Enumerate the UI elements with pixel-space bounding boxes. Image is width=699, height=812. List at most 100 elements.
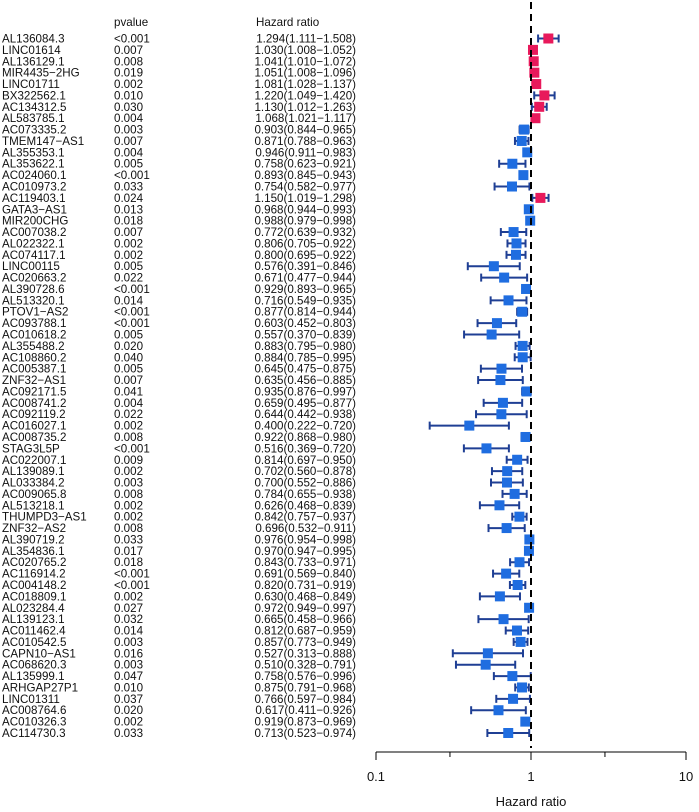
forest-row: AC004148.2 <0.001 0.820(0.731−0.919) — [2, 579, 527, 592]
pvalue-label: 0.002 — [114, 249, 143, 262]
hr-point — [521, 283, 532, 294]
gene-label: MIR4435−2HG — [2, 67, 80, 80]
hazard-ratio-label: 0.843(0.733−0.971) — [254, 556, 356, 569]
gene-label: AC022007.1 — [2, 454, 66, 467]
forest-row: AL513320.1 0.014 0.716(0.549−0.935) — [2, 294, 528, 307]
forest-row: BX322562.1 0.010 1.220(1.049−1.420) — [2, 89, 556, 102]
pvalue-label: 0.037 — [114, 693, 143, 706]
hr-point — [527, 44, 538, 55]
hr-point — [491, 318, 502, 329]
hazard-ratio-label: 0.929(0.893−0.965) — [254, 283, 356, 296]
pvalue-label: 0.009 — [114, 454, 143, 467]
pvalue-label: 0.002 — [114, 590, 143, 603]
hazard-ratio-header: Hazard ratio — [256, 16, 319, 29]
pvalue-label: 0.033 — [114, 727, 143, 740]
pvalue-label: 0.014 — [114, 294, 144, 307]
pvalue-label: 0.007 — [114, 135, 143, 148]
hr-point — [481, 443, 492, 454]
hr-point — [494, 500, 505, 511]
forest-row: AL355488.2 0.020 0.883(0.795−0.980) — [2, 340, 531, 353]
gene-label: AC018809.1 — [2, 590, 66, 603]
forest-row: AC116914.2 <0.001 0.691(0.569−0.840) — [2, 568, 521, 581]
forest-row: THUMPD3−AS1 0.002 0.842(0.757−0.937) — [2, 511, 528, 524]
gene-label: AL354836.1 — [2, 545, 65, 558]
pvalue-header: pvalue — [114, 16, 148, 29]
hazard-ratio-label: 0.814(0.697−0.950) — [254, 454, 356, 467]
forest-row: CAPN10−AS1 0.016 0.527(0.313−0.888) — [2, 647, 525, 660]
hr-point — [524, 534, 535, 545]
forest-row: AL023284.4 0.027 0.972(0.949−0.997) — [2, 602, 535, 615]
gene-label: AL139123.1 — [2, 613, 65, 626]
tick-label: 1 — [527, 769, 534, 784]
hr-point — [517, 682, 528, 693]
gene-label: AC004148.2 — [2, 579, 66, 592]
hr-point — [503, 728, 514, 738]
gene-label: AL390719.2 — [2, 533, 65, 546]
gene-label: MIR200CHG — [2, 215, 68, 228]
hazard-ratio-label: 1.030(1.008−1.052) — [254, 44, 356, 57]
forest-row: AC008735.2 0.008 0.922(0.868−0.980) — [2, 431, 531, 444]
gene-label: AL390728.6 — [2, 283, 65, 296]
hazard-ratio-label: 0.922(0.868−0.980) — [254, 431, 356, 444]
pvalue-label: 0.008 — [114, 431, 143, 444]
pvalue-label: 0.010 — [114, 681, 143, 694]
hr-point — [515, 636, 526, 647]
hr-point — [507, 158, 518, 169]
hazard-ratio-label: 0.784(0.655−0.938) — [254, 488, 356, 501]
hazard-ratio-label: 0.893(0.845−0.943) — [254, 169, 356, 182]
hr-point — [514, 511, 525, 522]
gene-label: AL033384.2 — [2, 477, 65, 490]
forest-row: AC007038.2 0.007 0.772(0.639−0.932) — [2, 226, 528, 239]
forest-row: AC011462.4 0.014 0.812(0.687−0.959) — [2, 625, 530, 638]
hr-point — [511, 625, 522, 636]
hr-point — [496, 363, 507, 374]
forest-row: AC018809.1 0.002 0.630(0.468−0.849) — [2, 590, 521, 603]
hazard-ratio-label: 0.919(0.873−0.969) — [254, 716, 356, 729]
hazard-ratio-label: 0.557(0.370−0.839) — [254, 329, 356, 342]
pvalue-label: 0.005 — [114, 363, 143, 376]
forest-row: AC073335.2 0.003 0.903(0.844−0.965) — [2, 124, 530, 137]
gene-label: AL022322.1 — [2, 237, 65, 250]
hr-point — [514, 557, 525, 568]
gene-label: AL513320.1 — [2, 294, 65, 307]
hr-point — [501, 523, 512, 534]
hazard-ratio-label: 0.970(0.947−0.995) — [254, 545, 356, 558]
pvalue-label: 0.030 — [114, 101, 143, 114]
gene-label: AC007038.2 — [2, 226, 66, 239]
pvalue-label: 0.047 — [114, 670, 143, 683]
forest-row: AC020663.2 0.022 0.671(0.477−0.944) — [2, 272, 529, 285]
gene-label: CAPN10−AS1 — [2, 647, 76, 660]
hr-point — [517, 340, 528, 351]
gene-label: AC010973.2 — [2, 181, 66, 194]
hazard-ratio-label: 0.884(0.785−0.995) — [254, 351, 356, 364]
hazard-ratio-label: 0.806(0.705−0.922) — [254, 237, 356, 250]
pvalue-label: 0.003 — [114, 659, 143, 672]
hr-point — [517, 306, 528, 317]
x-axis-label: Hazard ratio — [496, 794, 567, 809]
hr-point — [508, 227, 519, 238]
hr-point — [512, 454, 523, 465]
gene-label: AL513218.1 — [2, 499, 65, 512]
forest-row: LINC00115 0.005 0.576(0.391−0.846) — [2, 260, 521, 273]
hazard-ratio-label: 0.946(0.911−0.983) — [255, 146, 356, 159]
hazard-ratio-label: 0.758(0.623−0.921) — [254, 158, 356, 171]
hr-point — [507, 671, 518, 682]
pvalue-label: 0.019 — [114, 67, 143, 80]
hazard-ratio-label: 0.644(0.442−0.938) — [254, 408, 356, 421]
forest-row: AC092119.2 0.022 0.644(0.442−0.938) — [2, 408, 528, 421]
forest-row: AC024060.1 <0.001 0.893(0.845−0.943) — [2, 169, 529, 182]
forest-row: ZNF32−AS1 0.007 0.635(0.456−0.885) — [2, 374, 524, 387]
hazard-ratio-label: 0.800(0.695−0.922) — [254, 249, 356, 262]
hazard-ratio-label: 0.758(0.576−0.996) — [254, 670, 356, 683]
gene-label: ARHGAP27P1 — [2, 681, 78, 694]
forest-row: AL139123.1 0.032 0.665(0.458−0.966) — [2, 613, 530, 626]
forest-row: AL390719.2 0.033 0.976(0.954−0.998) — [2, 533, 535, 546]
forest-row: LINC01711 0.002 1.081(1.028−1.137) — [2, 78, 542, 91]
pvalue-label: <0.001 — [114, 169, 150, 182]
hr-point — [524, 602, 535, 613]
pvalue-label: 0.002 — [114, 237, 143, 250]
forest-row: AC108860.2 0.040 0.884(0.785−0.995) — [2, 351, 532, 364]
pvalue-label: 0.008 — [114, 488, 143, 501]
gene-label: AC108860.2 — [2, 351, 66, 364]
pvalue-label: 0.032 — [114, 613, 143, 626]
